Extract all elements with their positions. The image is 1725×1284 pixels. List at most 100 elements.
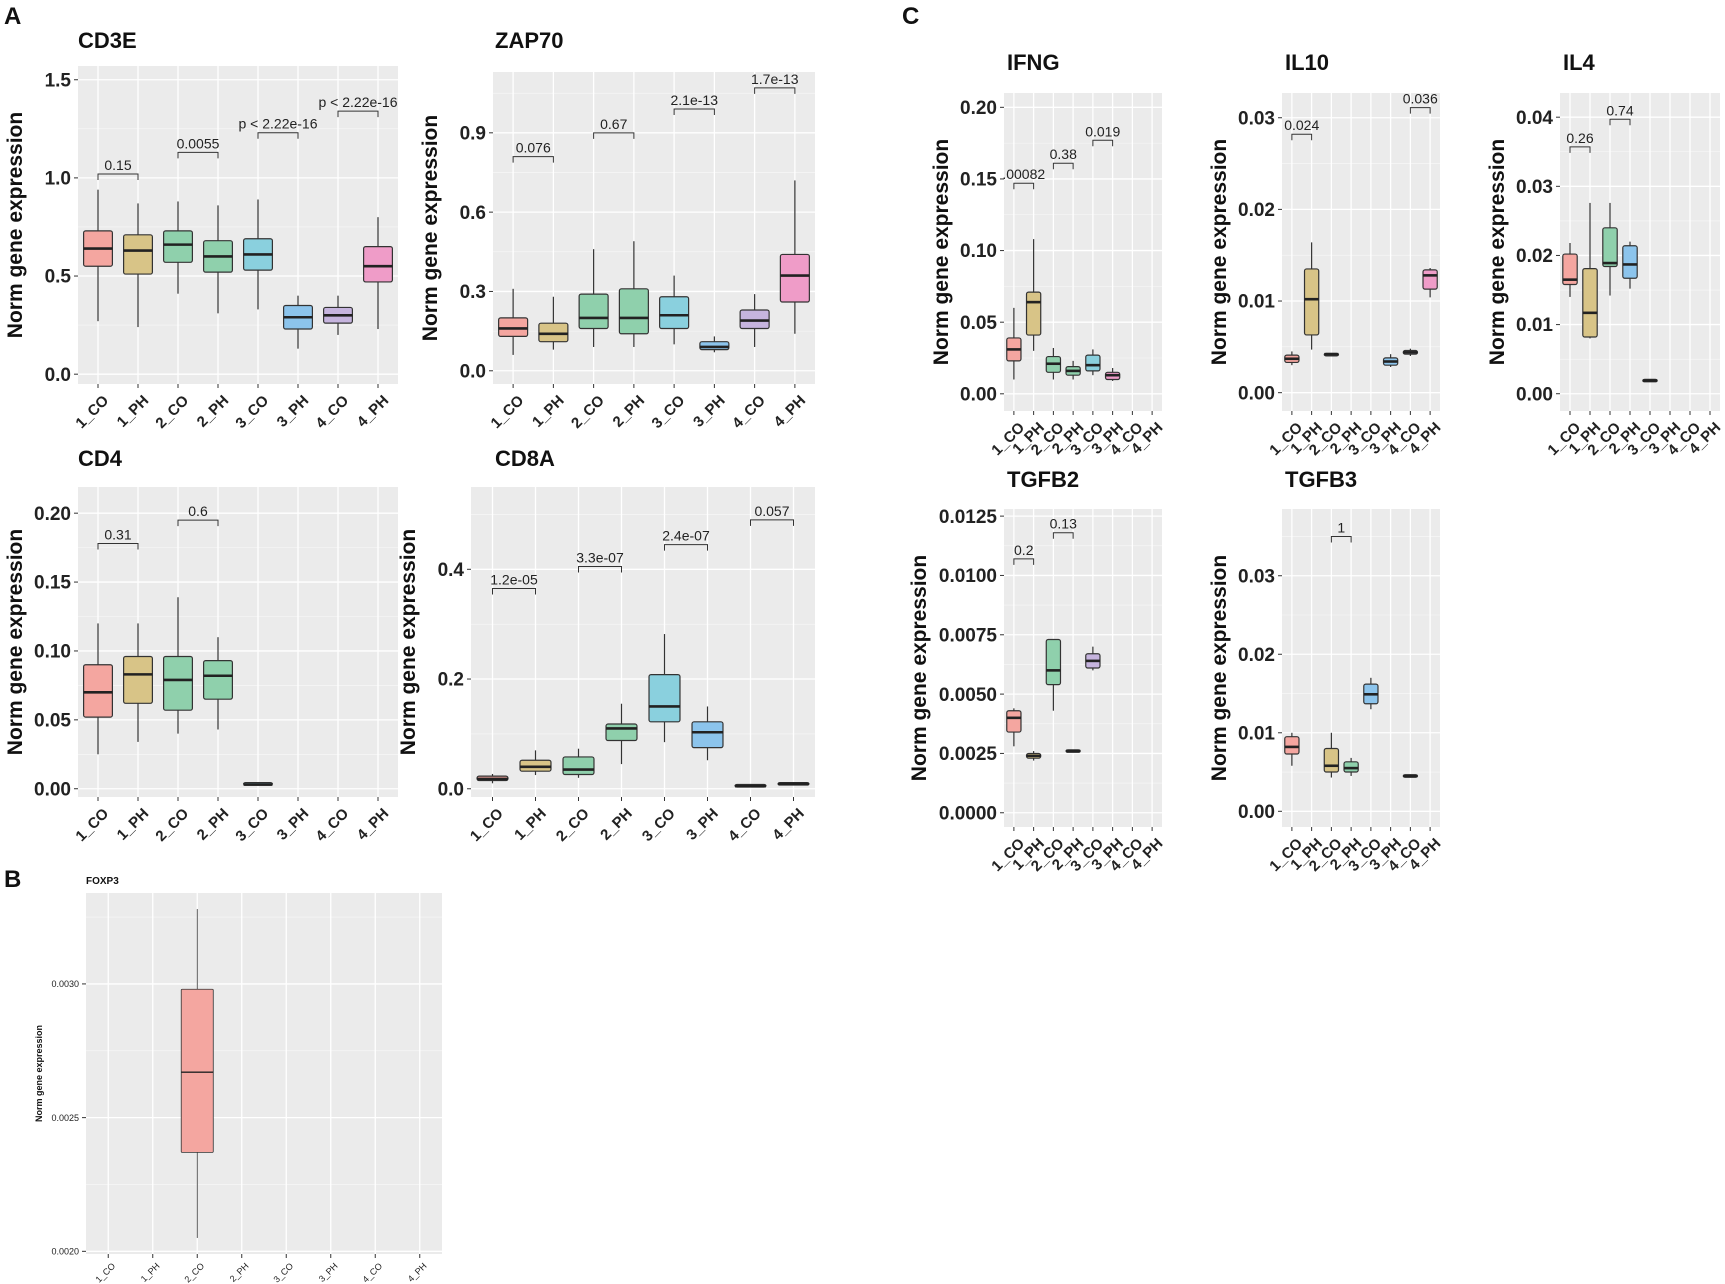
y-tick-label: 0.04 (1516, 108, 1553, 129)
x-tick-label: 4_PH (354, 805, 393, 844)
box-3-co (1642, 378, 1658, 383)
y-tick-label: 0.9 (460, 123, 486, 144)
p-value-label: 0.26 (1566, 130, 1593, 146)
significance-bracket: 0.74 (1606, 102, 1634, 126)
plot-panel (78, 487, 398, 797)
plot-panel (1560, 93, 1720, 411)
box-3-ph (691, 706, 724, 761)
x-tick-label: 3_PH (317, 1261, 340, 1284)
p-value-label: 0.057 (754, 503, 789, 519)
box-iqr (163, 655, 194, 711)
box-1-co (1006, 708, 1022, 747)
p-value-label: 1.2e-05 (490, 572, 538, 588)
chart-foxp3: 0.0020 0.0025 0.0030 1_CO 1_PH 2_CO 2_PH 3_CO 3_… (34, 876, 442, 1284)
box-2-co (1323, 352, 1340, 357)
box-iqr (1562, 253, 1578, 286)
box-iqr (739, 309, 770, 330)
y-tick-label: 0.0 (45, 365, 71, 386)
bracket-line (512, 156, 554, 163)
box-3-ph (1382, 354, 1399, 368)
box-2-ph (1622, 241, 1638, 289)
chart-title: CD8A (495, 446, 555, 471)
y-tick-label: 0.03 (1238, 108, 1275, 129)
y-tick-label: 0.0000 (939, 803, 997, 824)
y-tick-label: 0.03 (1516, 177, 1553, 198)
x-tick-label: 2_CO (182, 1261, 206, 1284)
box-iqr (659, 296, 690, 330)
y-axis-label: Norm gene expression (908, 555, 931, 781)
chart-il4: 0.000.010.020.030.041_CO1_PH2_CO2_PH3_CO… (1486, 50, 1724, 459)
y-tick-label: 0.15 (960, 170, 997, 191)
x-tick-label: 1_CO (72, 392, 112, 432)
x-tick-label: 1_PH (139, 1261, 162, 1284)
box-3-co (243, 782, 274, 786)
box-2-co (1045, 638, 1062, 711)
box-1-ph (1025, 751, 1042, 761)
x-tick-label: 3_CO (649, 392, 689, 432)
p-value-label: 0.024 (1284, 117, 1319, 133)
significance-bracket: .00082 (1002, 166, 1045, 190)
chart-tgfb2: 0.00000.00250.00500.00750.01000.01251_CO… (908, 467, 1166, 875)
x-tick-label: 1_PH (114, 805, 153, 844)
x-tick-label: 2_PH (194, 805, 233, 844)
y-axis-label: Norm gene expression (4, 529, 27, 755)
x-tick-label: 1_CO (488, 392, 528, 432)
y-axis-label: Norm gene expression (1208, 139, 1231, 365)
x-tick-label: 4_PH (771, 392, 810, 431)
x-tick-label: 1_CO (72, 805, 112, 845)
y-tick-label: 0.0025 (939, 744, 998, 765)
panel-label-a: A (4, 3, 21, 30)
p-value-label: 0.076 (516, 140, 551, 156)
box-2-co (180, 909, 214, 1238)
significance-bracket: 0.26 (1566, 130, 1594, 153)
x-tick-label: 2_CO (553, 805, 593, 845)
y-tick-label: 0.02 (1516, 246, 1553, 267)
y-axis-label: Norm gene expression (397, 529, 420, 755)
y-tick-label: 0.20 (34, 504, 71, 525)
y-tick-label: 0.0 (460, 361, 486, 382)
plot-panel (1282, 509, 1440, 827)
chart-title: TGFB3 (1285, 467, 1357, 492)
box-3-co (243, 199, 274, 310)
box-2-co (163, 201, 194, 294)
x-tick-label: 1_CO (93, 1261, 117, 1284)
bracket-line (337, 110, 379, 118)
significance-bracket: 1 (1330, 519, 1352, 543)
y-tick-label: 0.02 (1238, 645, 1275, 666)
bracket-line (578, 566, 622, 573)
bracket-line (1092, 139, 1114, 147)
bracket-line (754, 87, 796, 94)
x-tick-label: 4_CO (312, 805, 352, 845)
box-3-ph (283, 295, 314, 349)
p-value-label: 0.67 (600, 116, 627, 132)
p-value-label: 0.13 (1050, 516, 1077, 532)
x-tick-label: 4_CO (360, 1261, 384, 1284)
box-1-co (82, 623, 113, 755)
x-tick-label: 2_PH (194, 392, 233, 431)
box-1-ph (122, 623, 153, 742)
bracket-line (1052, 532, 1074, 539)
p-value-label: 3.3e-07 (576, 550, 624, 566)
box-1-co (1562, 243, 1578, 297)
box-iqr (578, 293, 609, 330)
plot-panel (1004, 509, 1162, 827)
p-value-label: 2.1e-13 (671, 92, 719, 108)
x-tick-label: 3_PH (690, 392, 729, 431)
significance-bracket: 0.31 (97, 526, 139, 550)
box-4-co (1402, 774, 1419, 778)
chart-title: IL4 (1563, 50, 1596, 75)
plot-panel (86, 893, 442, 1254)
chart-title: FOXP3 (86, 876, 119, 887)
box-iqr (498, 317, 529, 338)
significance-bracket: 2.1e-13 (671, 92, 719, 116)
p-value-label: 0.38 (1050, 146, 1077, 162)
chart-cd8a: 0.0 0.2 0.4 1_CO 1_PH 2_CO 2_PH 3_CO 3_PH 4_CO 4_P… (397, 446, 815, 845)
box-iqr (1323, 747, 1340, 773)
chart-title: IL10 (1285, 50, 1329, 75)
box-iqr (122, 655, 153, 704)
box-iqr (1085, 354, 1101, 372)
y-tick-label: 0.0050 (939, 685, 997, 706)
plot-panel (78, 66, 398, 384)
y-axis-label: Norm gene expression (1208, 555, 1231, 781)
box-2-ph (1065, 749, 1081, 753)
